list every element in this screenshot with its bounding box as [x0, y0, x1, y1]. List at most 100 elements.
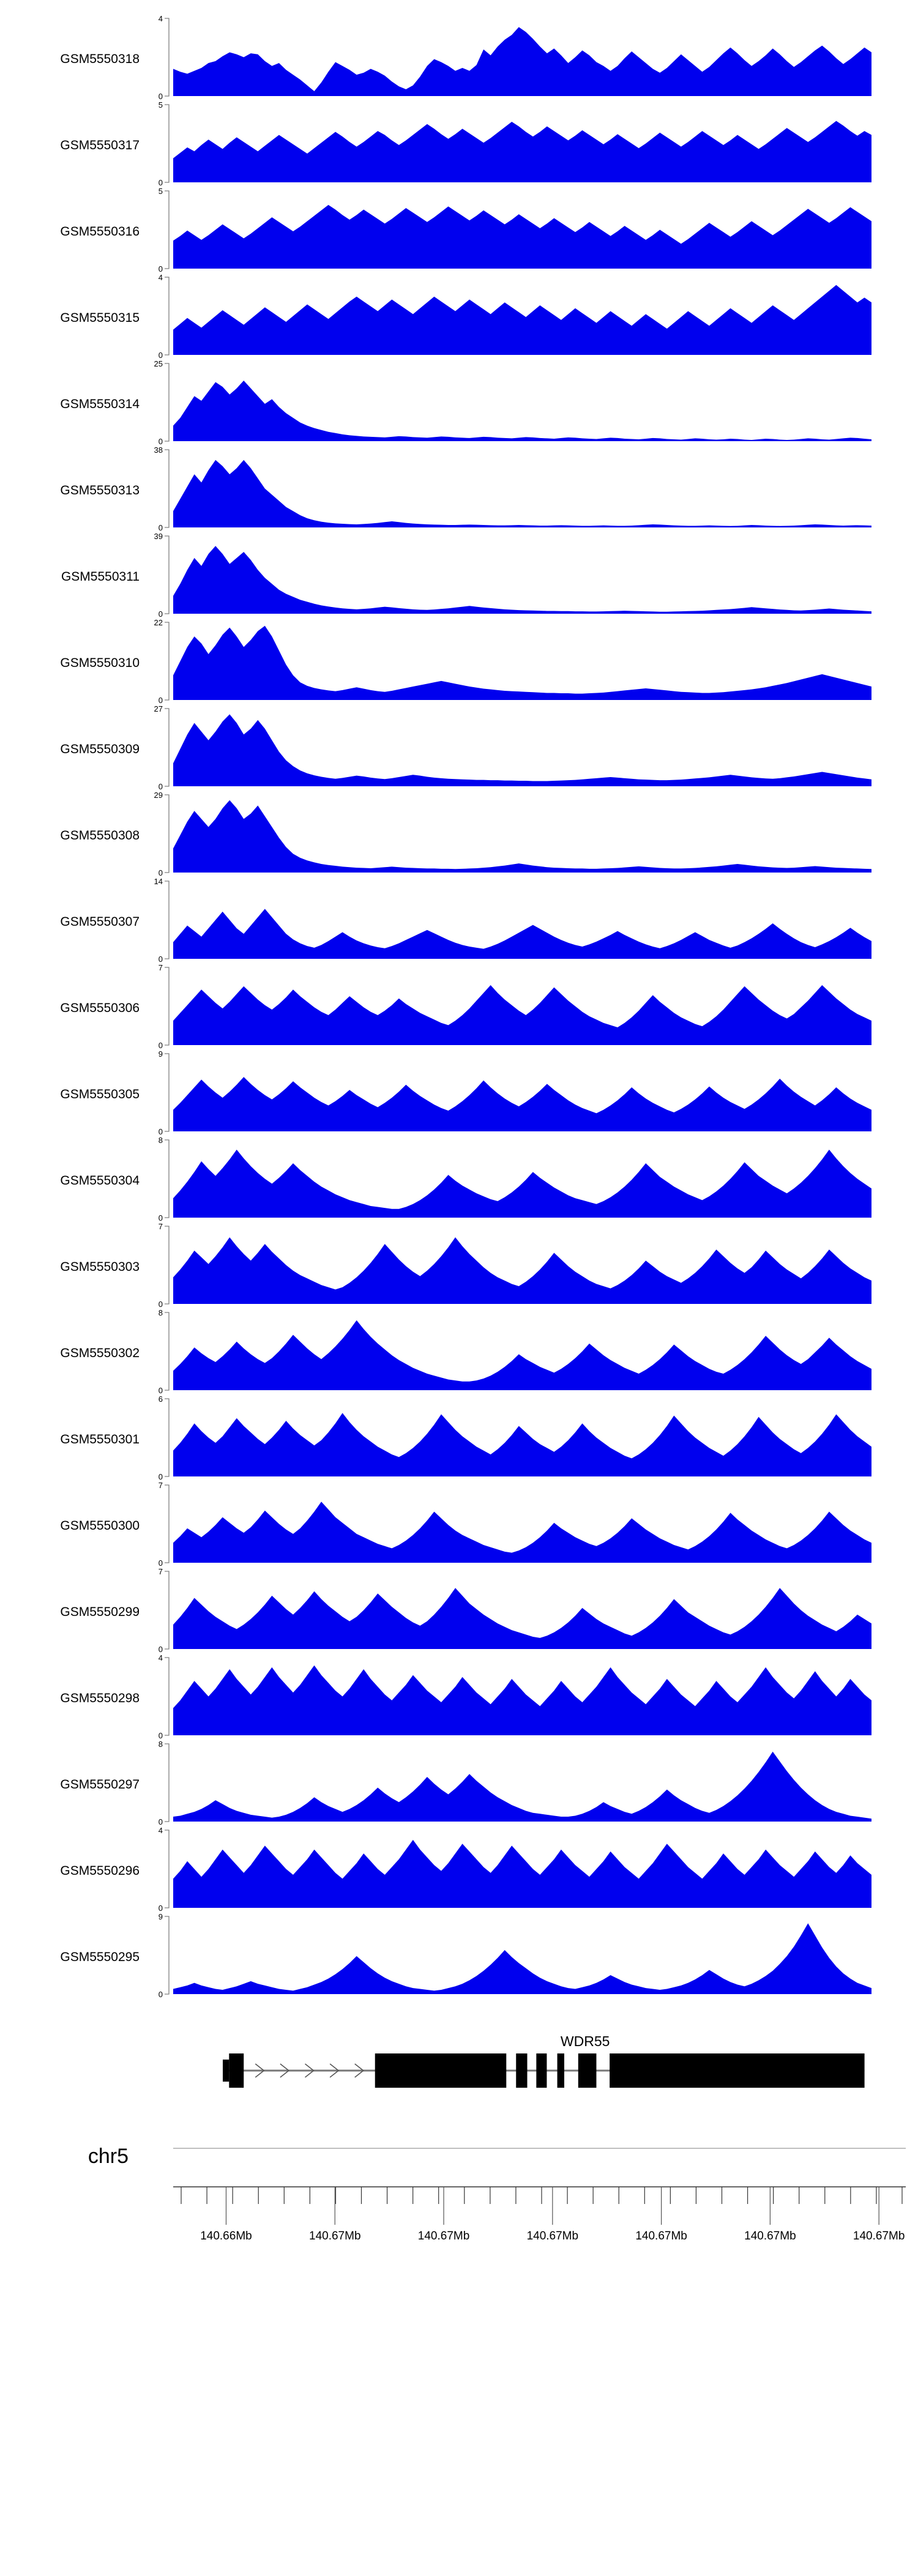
coverage-plot[interactable]	[173, 447, 871, 534]
coverage-area	[173, 460, 871, 527]
coverage-plot[interactable]	[173, 965, 871, 1051]
coverage-track[interactable]: GSM5550297 8 0	[0, 1741, 918, 1828]
gene-name-label: WDR55	[561, 2033, 610, 2049]
y-axis-max-label: 4	[159, 1828, 163, 1835]
exon-block[interactable]	[375, 2053, 507, 2088]
y-axis-svg: 80	[159, 1310, 170, 1395]
coverage-area	[173, 800, 871, 873]
coverage-plot[interactable]	[173, 706, 871, 792]
coverage-track[interactable]: GSM5550318 4 0	[0, 16, 918, 102]
coverage-track[interactable]: GSM5550300 7 0	[0, 1483, 918, 1569]
coverage-track[interactable]: GSM5550316 5 0	[0, 188, 918, 275]
exon-block[interactable]	[223, 2060, 230, 2082]
coverage-track[interactable]: GSM5550306 7 0	[0, 965, 918, 1051]
track-label-container: GSM5550306	[0, 965, 140, 1051]
coverage-plot[interactable]	[173, 1741, 871, 1828]
intron-direction-arrow	[329, 2063, 340, 2078]
coverage-plot[interactable]	[173, 275, 871, 361]
coverage-track[interactable]: GSM5550305 9 0	[0, 1051, 918, 1137]
coverage-area-svg	[173, 800, 871, 873]
coverage-plot[interactable]	[173, 1914, 871, 2000]
coverage-track[interactable]: GSM5550317 5 0	[0, 102, 918, 188]
y-axis-max-label: 8	[159, 1137, 163, 1145]
coverage-track[interactable]: GSM5550311 39 0	[0, 534, 918, 620]
coverage-plot[interactable]	[173, 1224, 871, 1310]
coverage-area-svg	[173, 380, 871, 441]
coverage-plot[interactable]	[173, 792, 871, 879]
coverage-track[interactable]: GSM5550309 27 0	[0, 706, 918, 792]
y-axis-max-label: 29	[154, 792, 163, 800]
coverage-plot[interactable]	[173, 102, 871, 188]
genome-axis-svg[interactable]: 140.66Mb 140.67Mb 140.67Mb 140.67Mb 140.67Mb…	[140, 2110, 906, 2251]
coverage-plot[interactable]	[173, 188, 871, 275]
coverage-plot[interactable]	[173, 620, 871, 706]
coverage-plot[interactable]	[173, 1051, 871, 1137]
y-axis-svg: 70	[159, 1569, 170, 1654]
coverage-track[interactable]: GSM5550304 8 0	[0, 1137, 918, 1224]
coverage-track[interactable]: GSM5550303 7 0	[0, 1224, 918, 1310]
y-axis-min-label: 0	[159, 523, 163, 532]
gene-model-track[interactable]: WDR55	[0, 2006, 918, 2110]
y-axis-max-label: 22	[154, 620, 163, 627]
coverage-plot[interactable]	[173, 1483, 871, 1569]
exon-block[interactable]	[557, 2053, 564, 2088]
coverage-plot[interactable]	[173, 1310, 871, 1396]
coverage-plot[interactable]	[173, 1655, 871, 1741]
coverage-track[interactable]: GSM5550307 14 0	[0, 879, 918, 965]
axis-tick-label: 140.66Mb	[200, 2230, 252, 2243]
coverage-plot[interactable]	[173, 16, 871, 102]
y-axis-max-label: 5	[159, 188, 163, 196]
track-label: GSM5550315	[60, 310, 140, 325]
y-axis-min-label: 0	[159, 178, 163, 187]
exon-block[interactable]	[578, 2053, 597, 2088]
coverage-track[interactable]: GSM5550314 25 0	[0, 361, 918, 447]
track-label: GSM5550306	[60, 1000, 140, 1015]
track-label: GSM5550311	[61, 569, 140, 584]
coverage-track[interactable]: GSM5550296 4 0	[0, 1828, 918, 1914]
coverage-plot[interactable]	[173, 1396, 871, 1483]
coverage-plot[interactable]	[173, 1569, 871, 1655]
track-label: GSM5550302	[60, 1346, 140, 1360]
coverage-plot[interactable]	[173, 534, 871, 620]
y-axis-min-label: 0	[159, 609, 163, 619]
coverage-track[interactable]: GSM5550313 38 0	[0, 447, 918, 534]
y-axis-max-label: 9	[159, 1051, 163, 1059]
y-axis-min-label: 0	[159, 696, 163, 705]
y-axis-min-label: 0	[159, 1558, 163, 1568]
coverage-area	[173, 714, 871, 786]
coverage-track[interactable]: GSM5550302 8 0	[0, 1310, 918, 1396]
coverage-area-svg	[173, 1320, 871, 1390]
exon-block[interactable]	[610, 2053, 865, 2088]
intron-direction-arrow	[255, 2063, 265, 2078]
y-axis-svg: 70	[159, 1483, 170, 1568]
coverage-area	[173, 1588, 871, 1649]
track-label: GSM5550314	[60, 396, 140, 411]
exon-block[interactable]	[536, 2053, 547, 2088]
y-axis-svg: 22 0	[154, 620, 170, 705]
exon-block[interactable]	[516, 2053, 528, 2088]
coverage-track[interactable]: GSM5550308 29 0	[0, 792, 918, 879]
axis-tick-label: 140.67Mb	[635, 2230, 687, 2243]
track-label-container: GSM5550314	[0, 361, 140, 447]
coverage-area	[173, 27, 871, 96]
genome-axis-track: chr5 140.66Mb 140.67Mb 140.67Mb 140.67Mb 140…	[0, 2110, 918, 2251]
coverage-track[interactable]: GSM5550295 9 0	[0, 1914, 918, 2000]
coverage-plot[interactable]	[173, 879, 871, 965]
y-axis-svg: 40	[159, 275, 170, 360]
coverage-track[interactable]: GSM5550299 7 0	[0, 1569, 918, 1655]
coverage-track[interactable]: GSM5550298 4 0	[0, 1655, 918, 1741]
track-label-container: GSM5550295	[0, 1914, 140, 2000]
coverage-plot[interactable]	[173, 1137, 871, 1224]
coverage-area	[173, 1665, 871, 1735]
exon-block[interactable]	[229, 2053, 244, 2088]
coverage-track[interactable]: GSM5550301 6 0	[0, 1396, 918, 1483]
coverage-area	[173, 1149, 871, 1218]
coverage-track[interactable]: GSM5550310 22 0	[0, 620, 918, 706]
coverage-plot[interactable]	[173, 361, 871, 447]
coverage-area-svg	[173, 1923, 871, 1994]
coverage-plot[interactable]	[173, 1828, 871, 1914]
coverage-track[interactable]: GSM5550315 4 0	[0, 275, 918, 361]
coverage-area	[173, 1502, 871, 1563]
